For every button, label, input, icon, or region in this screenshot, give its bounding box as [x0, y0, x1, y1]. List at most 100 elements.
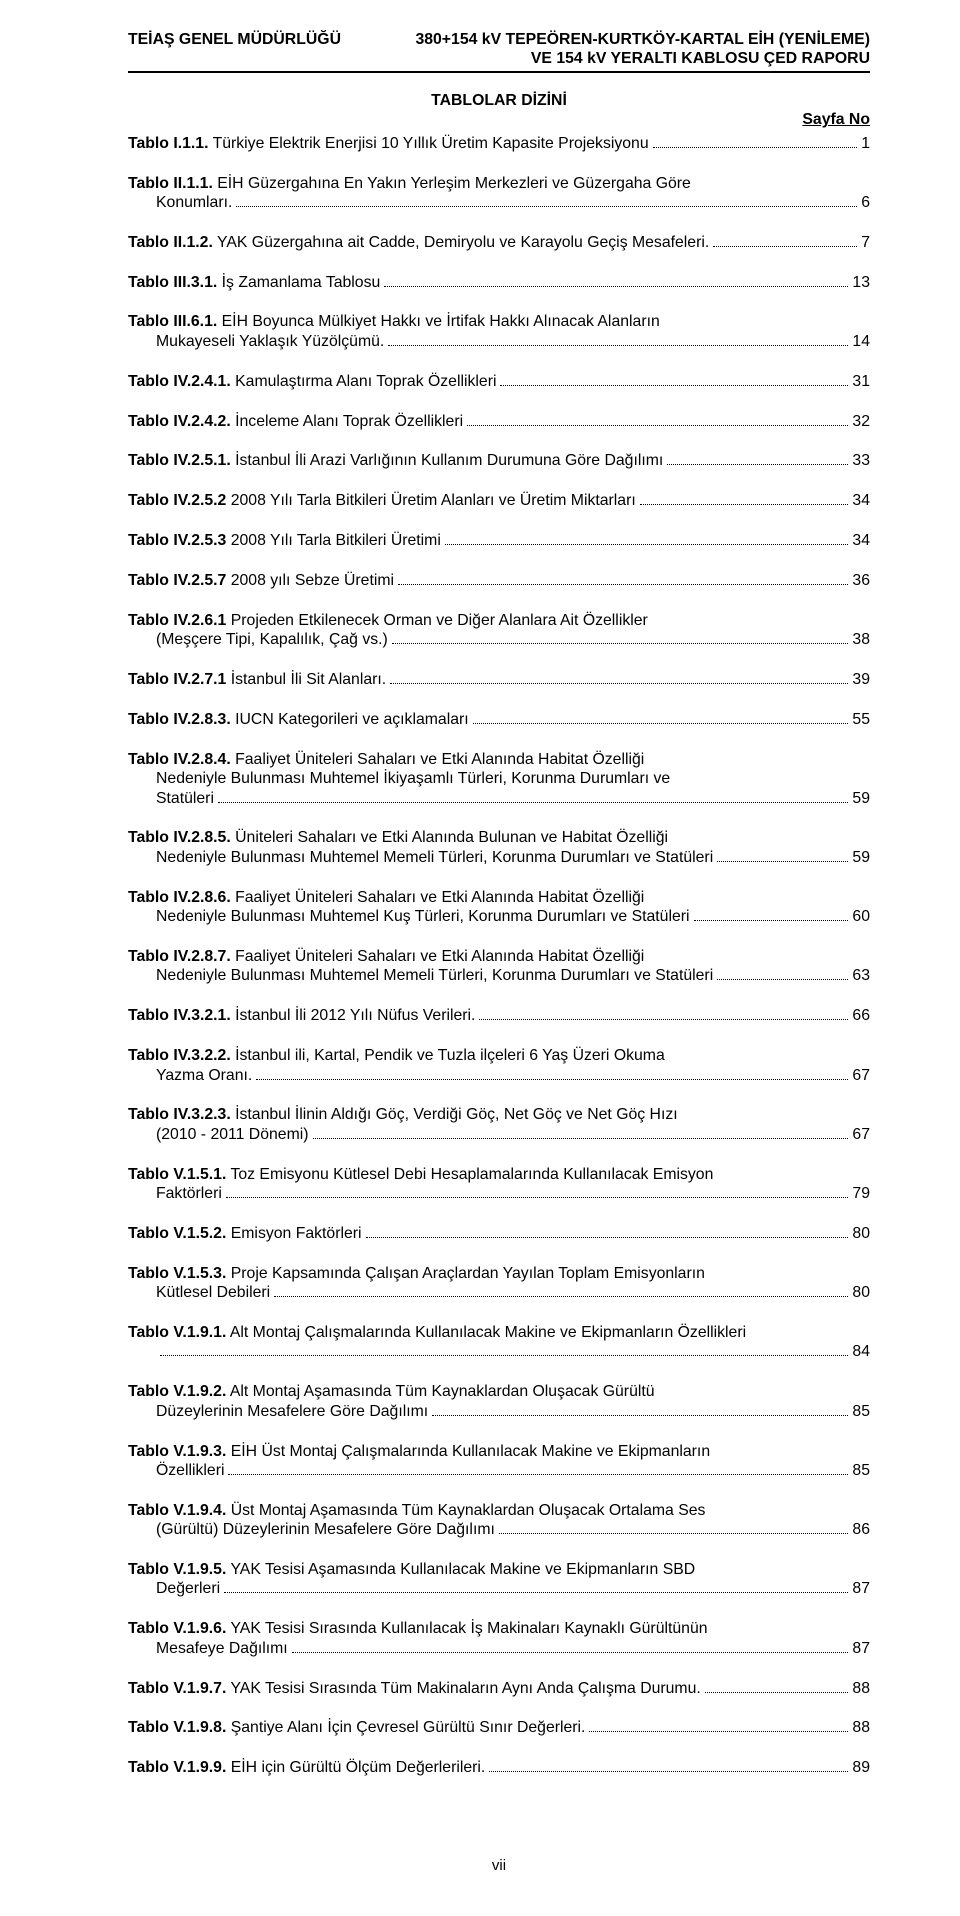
toc-page-number: 6 [861, 193, 870, 212]
toc-line: Nedeniyle Bulunması Muhtemel Kuş Türleri… [128, 907, 870, 926]
toc-line: Tablo IV.2.4.2. İnceleme Alanı Toprak Öz… [128, 412, 870, 431]
toc-page-number: 34 [852, 531, 870, 550]
toc-entry-ref: Tablo IV.2.4.2. [128, 413, 231, 430]
toc-entry-ref: Tablo IV.2.5.2 [128, 492, 226, 509]
toc-entry: Tablo V.1.9.4. Üst Montaj Aşamasında Tüm… [128, 1501, 870, 1559]
toc-entry: Tablo IV.3.2.1. İstanbul İli 2012 Yılı N… [128, 1006, 870, 1045]
page-footer: vii [128, 1857, 870, 1875]
toc-entry-ref: Tablo IV.2.6.1 [128, 612, 226, 629]
toc-page-number: 34 [852, 491, 870, 510]
toc-page-number: 60 [852, 907, 870, 926]
dot-leader [499, 1521, 849, 1534]
dot-leader [473, 711, 849, 724]
toc-line: Tablo IV.2.8.3. IUCN Kategorileri ve açı… [128, 710, 870, 729]
toc-entry: Tablo I.1.1. Türkiye Elektrik Enerjisi 1… [128, 134, 870, 173]
toc-entry: Tablo III.6.1. EİH Boyunca Mülkiyet Hakk… [128, 312, 870, 370]
toc-page-number: 67 [852, 1066, 870, 1085]
toc-entry-ref: Tablo III.3.1. [128, 274, 217, 291]
toc-entry-ref: Tablo IV.2.8.3. [128, 711, 231, 728]
toc-text: Değerleri [156, 1579, 220, 1598]
dot-leader [160, 1344, 848, 1357]
toc-line: Tablo IV.3.2.1. İstanbul İli 2012 Yılı N… [128, 1006, 870, 1025]
toc-line: Tablo IV.2.6.1 Projeden Etkilenecek Orma… [128, 611, 870, 630]
toc-line: Tablo III.6.1. EİH Boyunca Mülkiyet Hakk… [128, 312, 870, 331]
toc-entry-ref: Tablo III.6.1. [128, 313, 217, 330]
toc-entry-ref: Tablo IV.3.2.2. [128, 1047, 231, 1064]
toc-text: Tablo II.1.2. YAK Güzergahına ait Cadde,… [128, 233, 709, 252]
dot-leader [717, 849, 848, 862]
dot-leader [705, 1680, 849, 1693]
toc-entry: Tablo V.1.9.7. YAK Tesisi Sırasında Tüm … [128, 1679, 870, 1718]
toc-line: Tablo V.1.9.6. YAK Tesisi Sırasında Kull… [128, 1619, 870, 1638]
toc-text: Tablo V.1.5.2. Emisyon Faktörleri [128, 1224, 362, 1243]
toc-line: Nedeniyle Bulunması Muhtemel İkiyaşamlı … [128, 769, 870, 788]
toc-entry: Tablo IV.3.2.3. İstanbul İlinin Aldığı G… [128, 1105, 870, 1163]
toc-entry-ref: Tablo V.1.9.8. [128, 1719, 226, 1736]
dot-leader [479, 1007, 848, 1020]
dot-leader [390, 671, 848, 684]
dot-leader [667, 453, 848, 466]
toc-line: Tablo II.1.1. EİH Güzergahına En Yakın Y… [128, 174, 870, 193]
toc-page-number: 84 [852, 1342, 870, 1361]
toc-entry-ref: Tablo IV.3.2.1. [128, 1007, 231, 1024]
toc-entry-ref: Tablo V.1.9.2. [128, 1383, 226, 1400]
toc-entry-ref: Tablo II.1.1. [128, 175, 213, 192]
toc-entry: Tablo V.1.9.5. YAK Tesisi Aşamasında Kul… [128, 1560, 870, 1618]
toc-line: Tablo V.1.9.4. Üst Montaj Aşamasında Tüm… [128, 1501, 870, 1520]
toc-page-number: 59 [852, 848, 870, 867]
toc-entry-ref: Tablo IV.2.5.7 [128, 572, 226, 589]
dot-leader [228, 1462, 848, 1475]
toc-entry-ref: Tablo V.1.9.7. [128, 1680, 226, 1697]
toc-line: Tablo IV.2.8.4. Faaliyet Üniteleri Sahal… [128, 750, 870, 769]
dot-leader [236, 194, 857, 207]
toc-line: Nedeniyle Bulunması Muhtemel Memeli Türl… [128, 966, 870, 985]
toc-entry: Tablo V.1.5.3. Proje Kapsamında Çalışan … [128, 1264, 870, 1322]
toc-line: Tablo IV.2.8.5. Üniteleri Sahaları ve Et… [128, 828, 870, 847]
toc-entry-ref: Tablo IV.2.5.3 [128, 532, 226, 549]
toc-text: Tablo III.3.1. İş Zamanlama Tablosu [128, 273, 380, 292]
dot-leader [398, 572, 848, 585]
dot-leader [292, 1640, 849, 1653]
toc-page-number: 63 [852, 966, 870, 985]
dot-leader [432, 1403, 848, 1416]
toc-entry: Tablo IV.3.2.2. İstanbul ili, Kartal, Pe… [128, 1046, 870, 1104]
toc-line: Tablo V.1.9.3. EİH Üst Montaj Çalışmalar… [128, 1442, 870, 1461]
toc-page-number: 67 [852, 1125, 870, 1144]
dot-leader [274, 1284, 848, 1297]
toc-page-number: 88 [852, 1679, 870, 1698]
toc-text: Tablo IV.2.5.3 2008 Yılı Tarla Bitkileri… [128, 531, 441, 550]
toc-text: Mukayeseli Yaklaşık Yüzölçümü. [156, 332, 384, 351]
toc-line: Tablo V.1.9.9. EİH için Gürültü Ölçüm De… [128, 1758, 870, 1777]
dot-leader [589, 1720, 848, 1733]
toc-text: Tablo IV.2.7.1 İstanbul İli Sit Alanları… [128, 670, 386, 689]
toc-text: Tablo IV.2.5.2 2008 Yılı Tarla Bitkileri… [128, 491, 636, 510]
toc-line: Tablo I.1.1. Türkiye Elektrik Enerjisi 1… [128, 134, 870, 153]
toc-text: (2010 - 2011 Dönemi) [156, 1125, 309, 1144]
toc-text: Yazma Oranı. [156, 1066, 252, 1085]
dot-leader [694, 908, 849, 921]
toc-text: Özellikleri [156, 1461, 224, 1480]
toc-line: Tablo IV.2.5.1. İstanbul İli Arazi Varlı… [128, 451, 870, 470]
toc-entry: Tablo IV.2.7.1 İstanbul İli Sit Alanları… [128, 670, 870, 709]
toc-text: Tablo IV.3.2.1. İstanbul İli 2012 Yılı N… [128, 1006, 475, 1025]
toc-entry-ref: Tablo IV.2.5.1. [128, 452, 231, 469]
dot-leader [713, 234, 857, 247]
toc-page-number: 33 [852, 451, 870, 470]
toc-page-number: 59 [852, 789, 870, 808]
dot-leader [388, 333, 848, 346]
toc-text: Statüleri [156, 789, 214, 808]
toc-entry-ref: Tablo IV.2.8.5. [128, 829, 231, 846]
toc-entry-ref: Tablo IV.3.2.3. [128, 1106, 231, 1123]
dot-leader [384, 274, 848, 287]
toc-page-number: 86 [852, 1520, 870, 1539]
dot-leader [366, 1225, 849, 1238]
toc-entry-ref: Tablo I.1.1. [128, 135, 208, 152]
toc-line: Tablo IV.3.2.2. İstanbul ili, Kartal, Pe… [128, 1046, 870, 1065]
dot-leader [489, 1759, 848, 1772]
toc-page-number: 31 [852, 372, 870, 391]
toc-page-number: 80 [852, 1224, 870, 1243]
toc-entry-ref: Tablo IV.2.7.1 [128, 671, 226, 688]
toc-entry: Tablo IV.2.8.6. Faaliyet Üniteleri Sahal… [128, 888, 870, 946]
toc-line: Tablo V.1.9.8. Şantiye Alanı İçin Çevres… [128, 1718, 870, 1737]
dot-leader [500, 373, 848, 386]
